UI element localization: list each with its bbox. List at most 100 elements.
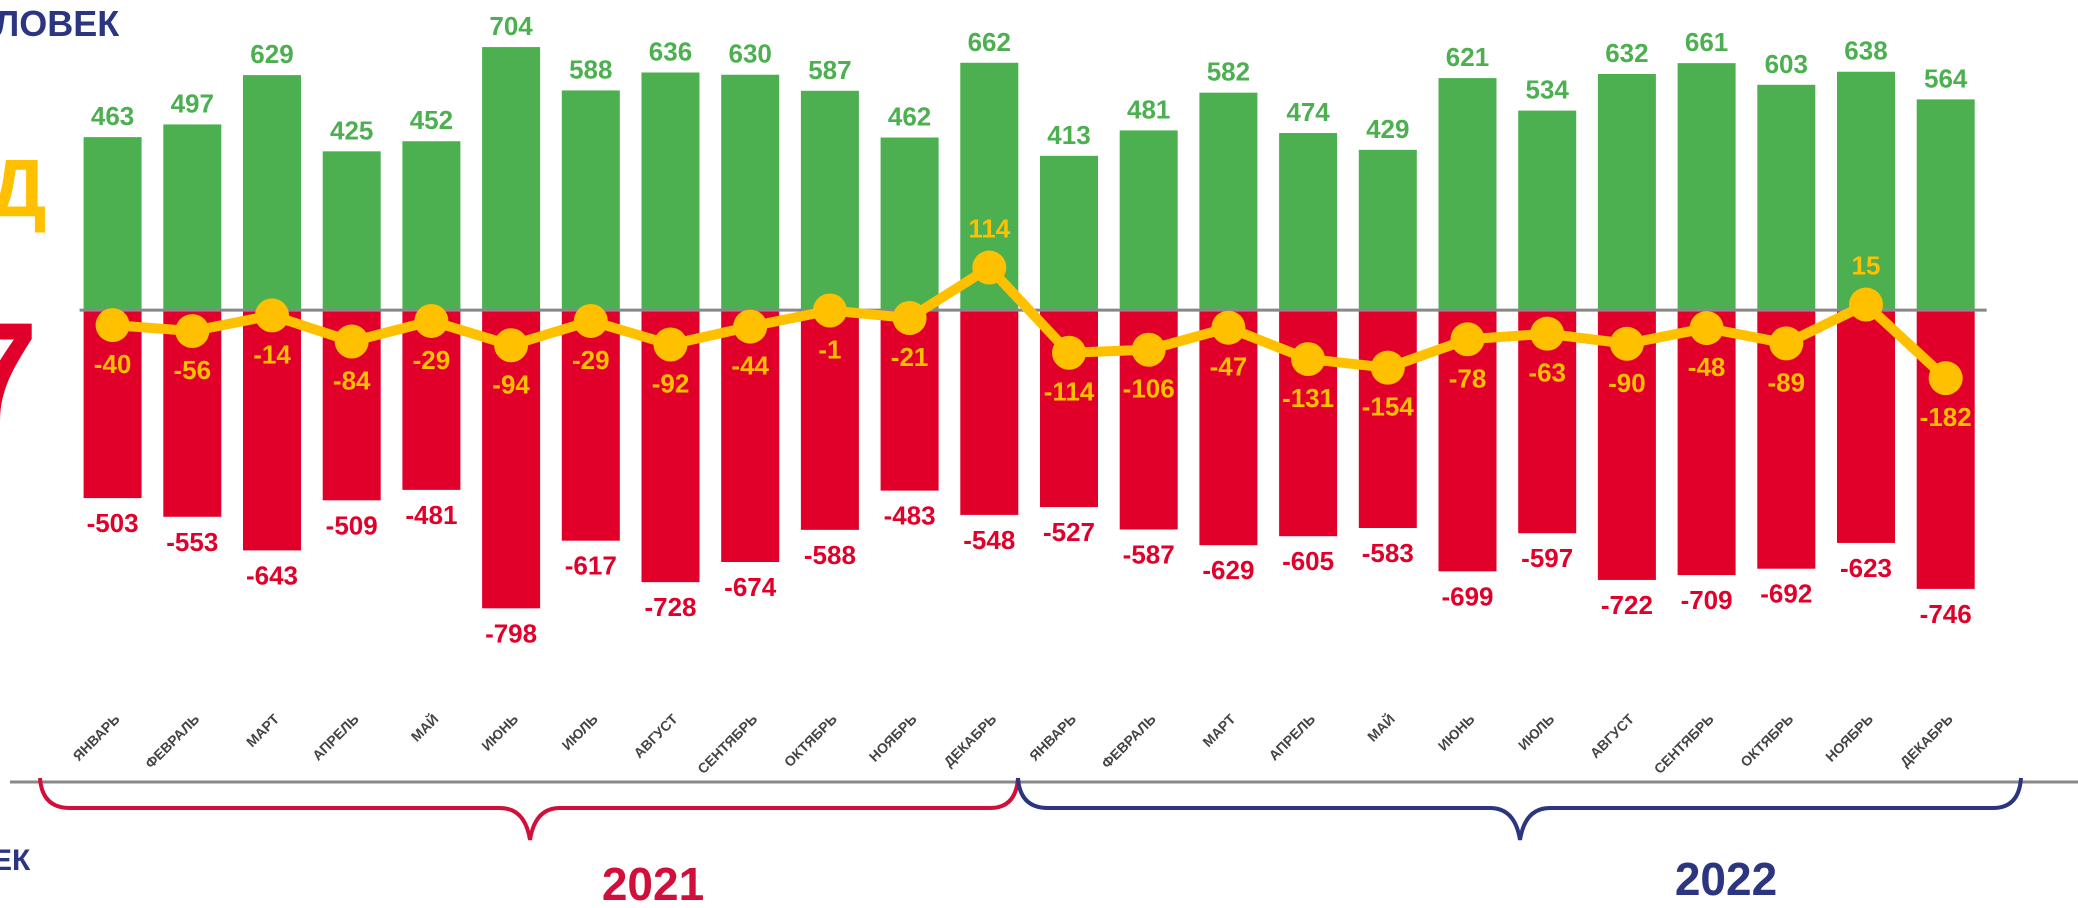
value-label: -94	[492, 369, 530, 399]
marker	[653, 327, 688, 362]
value-label: -587	[1123, 539, 1175, 569]
value-label: -699	[1441, 581, 1493, 611]
value-label: 534	[1526, 75, 1570, 105]
bar	[721, 74, 780, 311]
bar	[1677, 310, 1736, 576]
bar	[1438, 78, 1497, 311]
x-tick-label: МАЙ	[1363, 710, 1398, 745]
value-label: -643	[246, 560, 298, 590]
x-tick-label: ФЕВРАЛЬ	[1098, 711, 1159, 772]
value-label: -553	[166, 527, 218, 557]
x-tick-label: АПРЕЛЬ	[309, 711, 362, 764]
value-label: -483	[884, 501, 936, 531]
brace	[1016, 777, 2023, 841]
x-tick-label: ДЕКАБРЬ	[1897, 711, 1956, 770]
bar	[561, 90, 620, 311]
x-tick-label: ИЮНЬ	[478, 711, 521, 754]
bar	[1916, 99, 1975, 311]
value-label: 413	[1047, 120, 1090, 150]
bar	[1916, 310, 1975, 589]
marker	[1928, 361, 1963, 396]
value-label: 662	[968, 27, 1011, 57]
bar	[1358, 149, 1417, 311]
value-label: 588	[569, 54, 612, 84]
bar	[1358, 310, 1417, 528]
plot: ЯНВАРЬ ФЕВРАЛЬ МАРТ АПРЕЛЬ МАЙ ИЮНЬ ИЮЛЬ АВГУСТ…	[70, 11, 1987, 777]
marker	[1769, 326, 1804, 361]
value-label: -154	[1362, 392, 1415, 422]
marker	[334, 324, 369, 359]
value-label: -692	[1760, 579, 1812, 609]
value-label: 630	[729, 39, 772, 69]
value-label: -746	[1920, 599, 1972, 629]
marker	[255, 298, 289, 333]
bar	[402, 141, 461, 311]
fragment: ЕК	[0, 844, 31, 877]
value-label: -481	[405, 500, 457, 530]
value-label: 463	[91, 101, 134, 131]
value-label: -78	[1449, 363, 1487, 393]
marker	[95, 308, 130, 343]
bar	[880, 310, 939, 491]
bar	[243, 310, 301, 551]
value-label: 425	[330, 115, 373, 145]
bar	[800, 310, 859, 530]
value-label: 704	[489, 11, 533, 41]
value-label: -56	[174, 355, 212, 385]
value-label: -509	[326, 510, 378, 540]
year-label: 2021	[602, 858, 704, 908]
x-tick-label: МАРТ	[243, 710, 283, 750]
x-tick-label: ФЕВРАЛЬ	[142, 711, 203, 772]
x-tick-label: ДЕКАБРЬ	[940, 711, 999, 770]
value-label: 638	[1844, 36, 1887, 66]
value-label: -617	[565, 551, 617, 581]
x-tick-label: СЕНТЯБРЬ	[1651, 711, 1717, 777]
value-label: -605	[1282, 546, 1334, 576]
value-label: -182	[1920, 402, 1972, 432]
marker	[573, 303, 608, 338]
value-label: 621	[1446, 42, 1489, 72]
value-label: 661	[1685, 27, 1728, 57]
value-label: -588	[804, 540, 856, 570]
value-label: -1	[818, 335, 841, 365]
value-label: 603	[1765, 49, 1808, 79]
value-label: -527	[1043, 517, 1095, 547]
bar	[1279, 133, 1338, 311]
value-label: -503	[87, 508, 139, 538]
marker	[1211, 310, 1246, 345]
bar	[243, 75, 301, 311]
bar	[641, 72, 700, 311]
value-label: 15	[1852, 251, 1881, 281]
value-label: -597	[1521, 543, 1573, 573]
bar	[960, 310, 1019, 515]
marker	[494, 328, 529, 363]
x-tick-label: ИЮЛЬ	[1515, 711, 1557, 753]
marker	[892, 300, 927, 335]
brace	[38, 777, 1020, 841]
marker	[1450, 322, 1485, 357]
value-label: -48	[1688, 352, 1726, 382]
x-tick-label: ОКТЯБРЬ	[781, 711, 840, 770]
bar	[561, 310, 620, 541]
x-tick-label: ИЮНЬ	[1435, 711, 1478, 754]
value-label: -131	[1282, 383, 1334, 413]
value-label: 429	[1366, 114, 1409, 144]
bar	[1597, 73, 1656, 311]
bar	[163, 124, 222, 311]
bar	[1040, 155, 1098, 311]
value-label: -29	[413, 345, 451, 375]
value-label: -44	[731, 351, 769, 381]
value-label: 632	[1605, 38, 1648, 68]
value-label: -106	[1123, 374, 1175, 404]
bar	[880, 137, 939, 311]
marker	[812, 293, 847, 328]
value-label: -47	[1210, 352, 1248, 382]
value-label: 474	[1286, 97, 1330, 127]
value-label: -63	[1528, 358, 1566, 388]
value-label: 114	[968, 214, 1010, 244]
marker	[175, 314, 210, 349]
value-label: 582	[1207, 57, 1250, 87]
value-label: -674	[724, 572, 777, 602]
value-label: -548	[963, 525, 1015, 555]
